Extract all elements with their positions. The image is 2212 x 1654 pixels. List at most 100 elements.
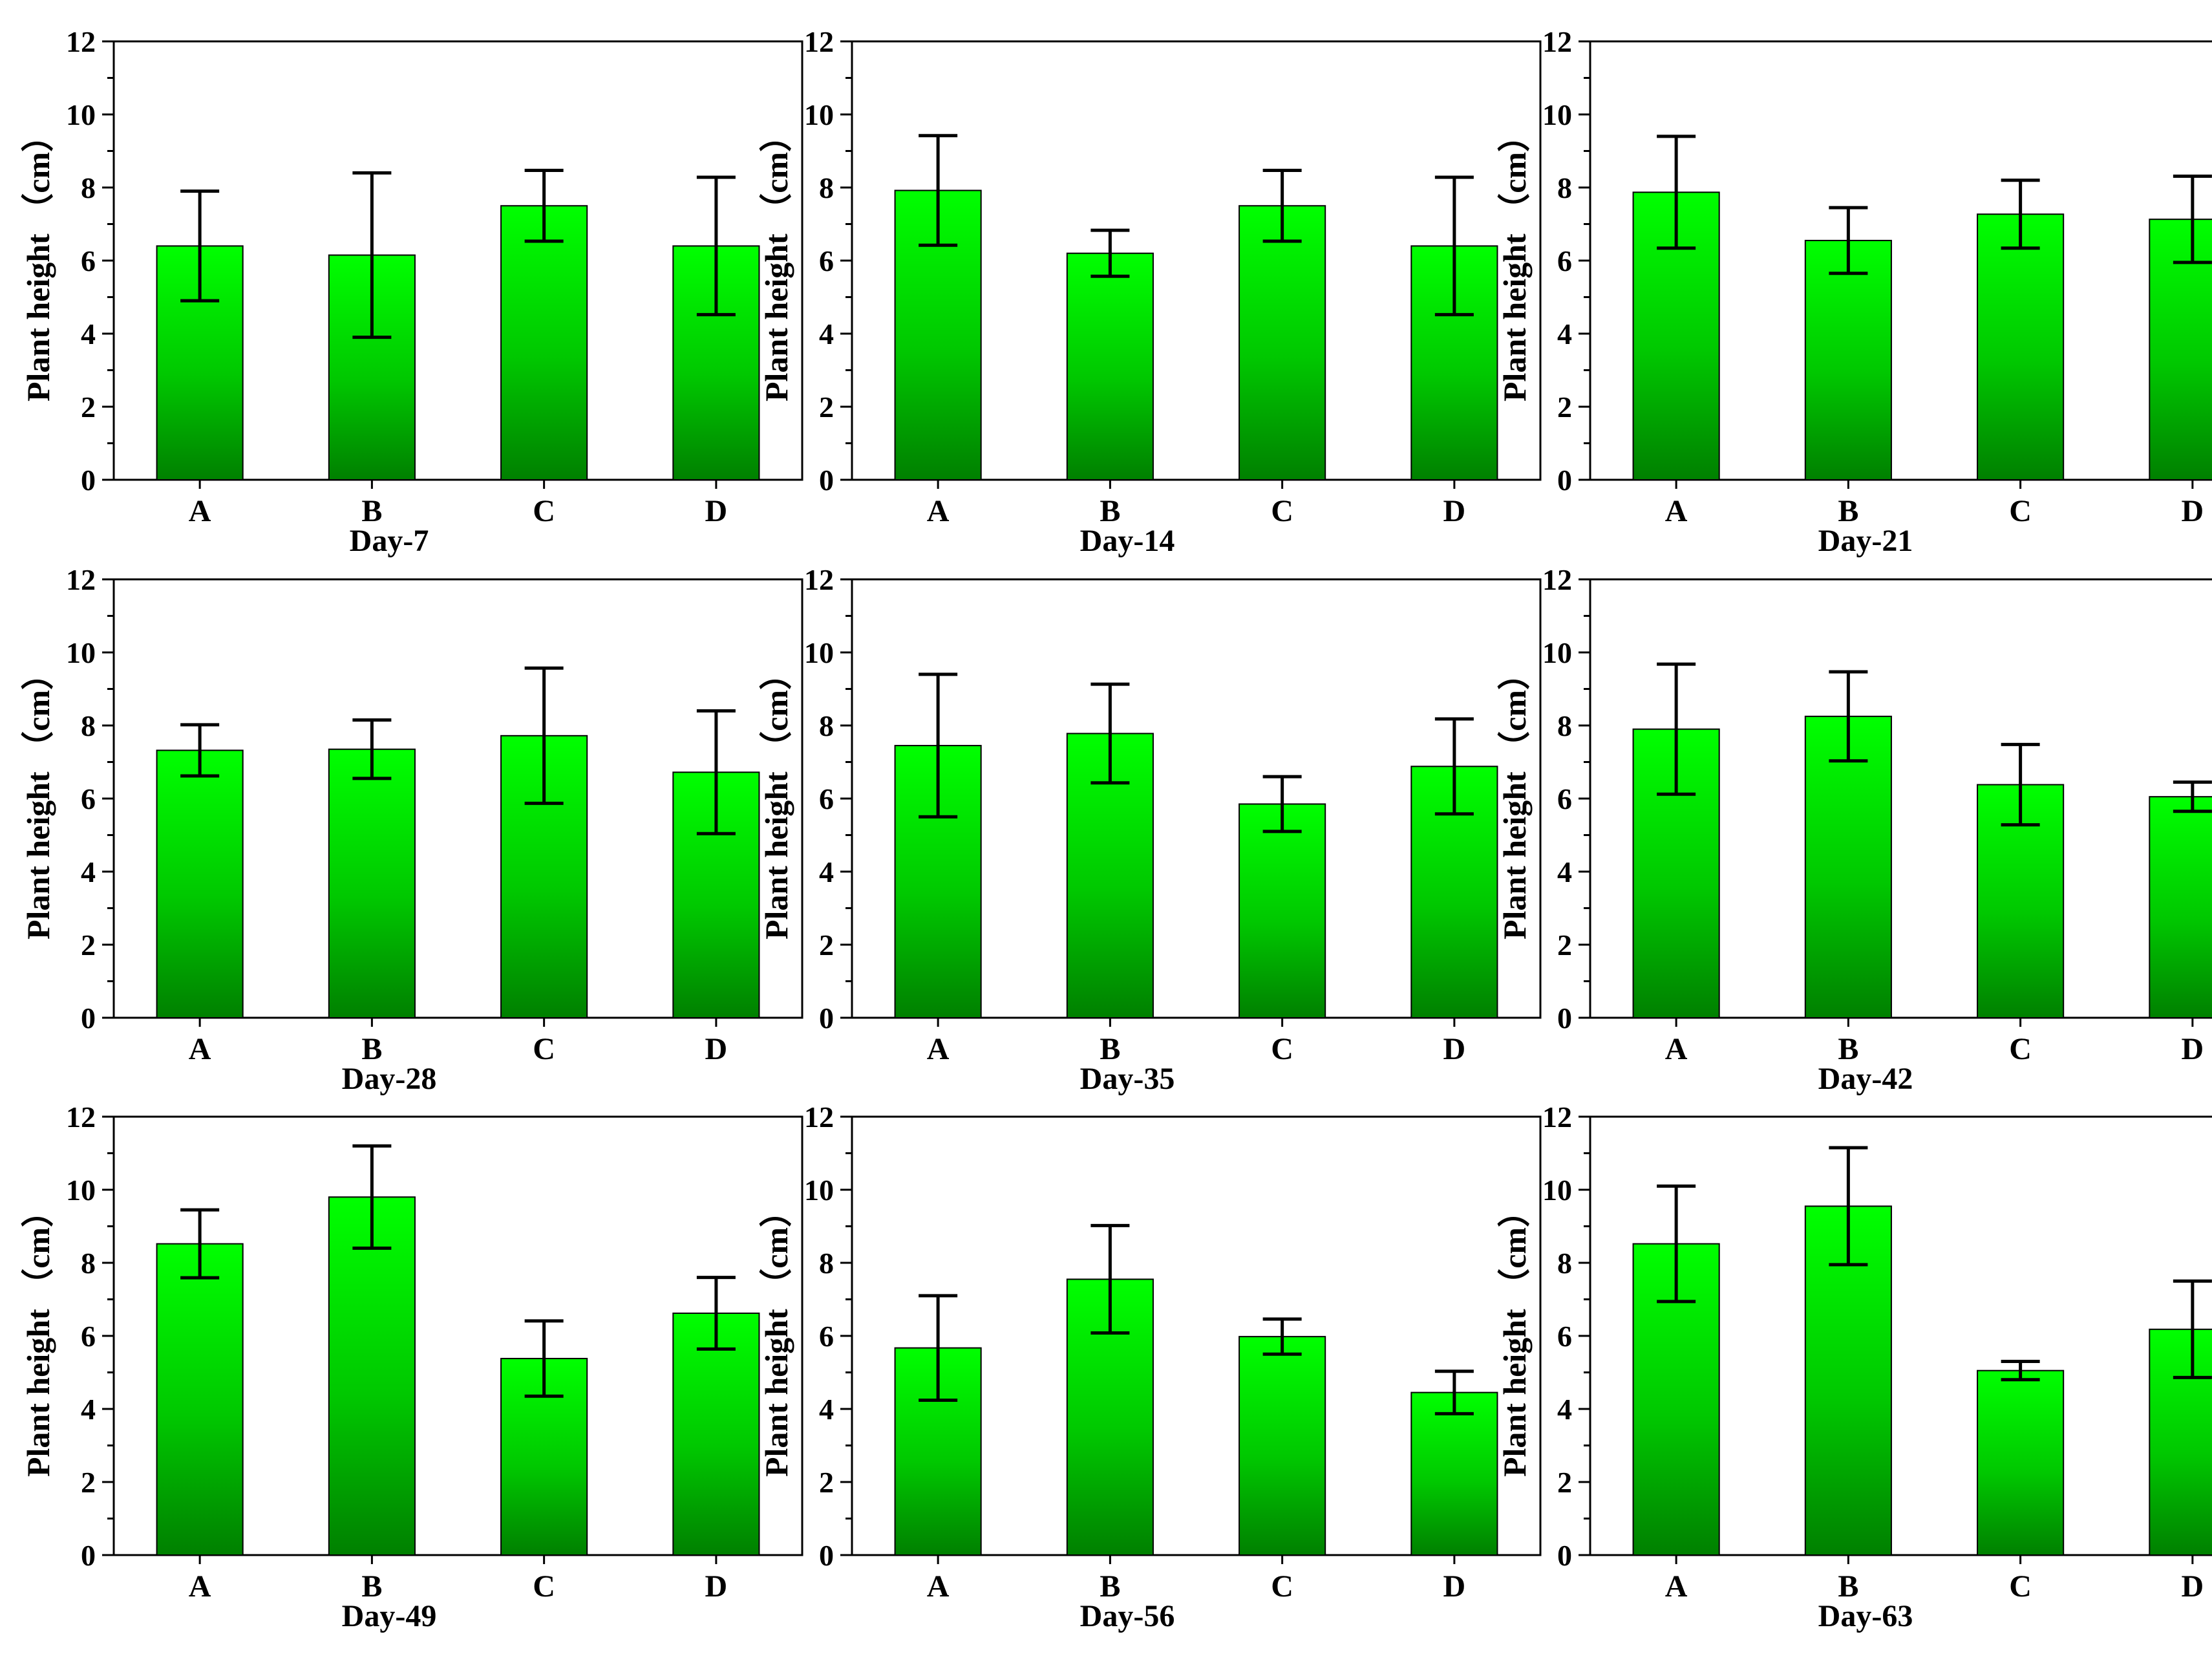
y-tick-label: 4 [819,317,834,350]
y-axis-label: Plant height （cm） [758,120,794,402]
chart-panel-4: 0 2 4 6 8 10 12 Plant height （cm） A B C D Day-28 [20,563,803,1096]
y-axis-label: Plant height （cm） [758,1195,794,1477]
x-tick-label-C: C [1271,1032,1293,1066]
y-tick-label: 6 [1557,782,1572,815]
x-axis-label: Day-56 [1080,1599,1175,1633]
y-tick-label: 12 [1542,25,1572,58]
x-tick-label-C: C [1271,1569,1293,1604]
y-tick-label: 2 [819,929,834,961]
y-axis-label: Plant height （cm） [758,658,794,940]
y-tick-label: 6 [81,1320,96,1353]
bar-B [1066,252,1154,480]
x-tick-label-B: B [1100,494,1120,528]
x-tick-label-D: D [1443,494,1466,528]
y-tick-label: 10 [1542,1174,1572,1207]
x-tick-label-A: A [189,1569,211,1604]
x-tick-label-A: A [927,1569,950,1604]
bar-D [1410,1391,1498,1556]
y-tick-label: 8 [81,709,96,742]
x-tick-label-A: A [1665,494,1688,528]
bar-C [500,205,588,480]
x-tick-label-B: B [1838,1032,1858,1066]
x-axis-label: Day-35 [1080,1062,1175,1096]
y-tick-label: 4 [819,1393,834,1426]
y-tick-label: 2 [1557,391,1572,424]
x-axis-label: Day-7 [350,524,429,558]
y-tick-label: 12 [1542,1101,1572,1133]
y-tick-label: 10 [1542,636,1572,669]
x-tick-label-A: A [927,1032,950,1066]
y-axis-label: Plant height （cm） [20,658,56,940]
y-axis-label: Plant height （cm） [20,1195,56,1477]
y-tick-label: 4 [1557,855,1572,888]
y-tick-label: 10 [66,636,96,669]
x-tick-label-A: A [189,494,211,528]
y-tick-label: 2 [81,391,96,424]
x-tick-label-D: D [2182,494,2204,528]
y-tick-label: 0 [819,1002,834,1035]
x-tick-label-C: C [2009,1569,2032,1604]
x-tick-label-A: A [927,494,950,528]
x-tick-label-A: A [1665,1569,1688,1604]
x-axis-label: Day-42 [1818,1062,1913,1096]
y-tick-label: 10 [1542,98,1572,131]
y-tick-label: 8 [819,1247,834,1280]
chart-panel-9: 0 2 4 6 8 10 12 Plant height （cm） A B C D Day-63 [1496,1101,2212,1633]
bar-C [1239,1336,1326,1556]
x-axis-label: Day-63 [1818,1599,1913,1633]
y-tick-label: 2 [1557,929,1572,961]
y-tick-label: 0 [1557,464,1572,497]
x-tick-label-B: B [1100,1569,1120,1604]
bar-D [672,1312,760,1556]
y-tick-label: 2 [81,1466,96,1499]
y-tick-label: 4 [819,855,834,888]
y-tick-label: 10 [66,98,96,131]
y-tick-label: 2 [81,929,96,961]
x-axis-label: Day-21 [1818,524,1913,558]
y-tick-label: 0 [81,464,96,497]
bar-A [156,749,244,1019]
bar-C [1977,1369,2065,1556]
x-tick-label-B: B [361,1569,382,1604]
bar-C [1239,803,1326,1018]
y-tick-label: 4 [81,855,96,888]
x-tick-label-B: B [1838,494,1858,528]
chart-panel-7: 0 2 4 6 8 10 12 Plant height （cm） A B C D Day-49 [20,1101,803,1633]
x-tick-label-D: D [1443,1569,1466,1604]
y-tick-label: 8 [81,171,96,204]
y-axis-label: Plant height （cm） [1496,120,1533,402]
x-axis-label: Day-28 [342,1062,437,1096]
y-axis-label: Plant height （cm） [1496,1195,1533,1477]
y-tick-label: 6 [1557,1320,1572,1353]
y-tick-label: 2 [1557,1466,1572,1499]
x-tick-label-D: D [705,494,728,528]
y-tick-label: 8 [1557,171,1572,204]
x-tick-label-C: C [533,1032,555,1066]
y-tick-label: 4 [1557,317,1572,350]
x-tick-label-A: A [1665,1032,1688,1066]
y-tick-label: 0 [819,1539,834,1572]
y-tick-label: 12 [66,563,96,596]
y-tick-label: 2 [819,1466,834,1499]
y-tick-label: 10 [804,1174,834,1207]
y-axis-label: Plant height （cm） [20,120,56,402]
y-tick-label: 6 [819,1320,834,1353]
y-tick-label: 8 [819,709,834,742]
bar-B [328,748,416,1018]
y-tick-label: 4 [1557,1393,1572,1426]
bar-B [328,1196,416,1556]
chart-panel-5: 0 2 4 6 8 10 12 Plant height （cm） A B C D Day-35 [758,563,1542,1096]
y-tick-label: 12 [1542,563,1572,596]
y-tick-label: 10 [804,636,834,669]
y-tick-label: 2 [819,391,834,424]
bar-D [2149,219,2212,480]
x-tick-label-D: D [705,1569,728,1604]
chart-panel-8: 0 2 4 6 8 10 12 Plant height （cm） A B C D Day-56 [758,1101,1542,1633]
y-tick-label: 12 [804,563,834,596]
y-tick-label: 6 [1557,244,1572,277]
y-tick-label: 6 [81,244,96,277]
x-tick-label-C: C [533,494,555,528]
y-tick-label: 8 [81,1247,96,1280]
x-axis-label: Day-14 [1080,524,1175,558]
